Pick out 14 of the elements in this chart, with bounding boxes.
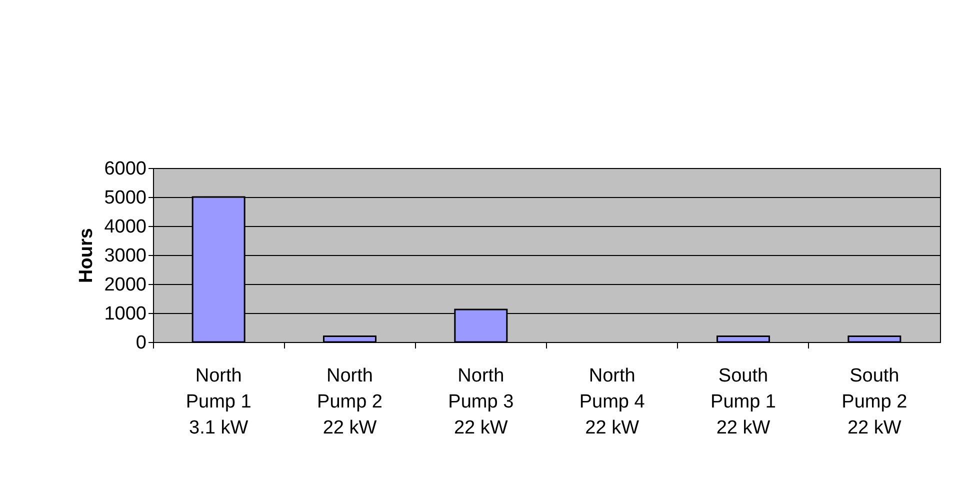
y-axis-title: Hours [76,228,98,283]
y-tick-label: 2000 [104,274,146,296]
x-tick-label: North Pump 2 22 kW [317,366,382,438]
y-tick-label: 5000 [104,188,146,208]
x-tick-label: South Pump 1 22 kW [710,366,776,438]
y-tick-label: 0 [136,332,146,354]
x-tick-label: North Pump 3 22 kW [448,366,514,438]
x-tick-label: North Pump 1 3.1 kW [186,366,252,438]
y-tick-label: 4000 [104,216,146,238]
y-tick-label: 3000 [104,246,146,266]
x-tick-label: North Pump 4 22 kW [579,366,646,438]
y-tick-label: 6000 [104,158,146,180]
x-tick-label: South Pump 2 22 kW [842,366,908,438]
y-tick-label: 1000 [104,304,146,324]
